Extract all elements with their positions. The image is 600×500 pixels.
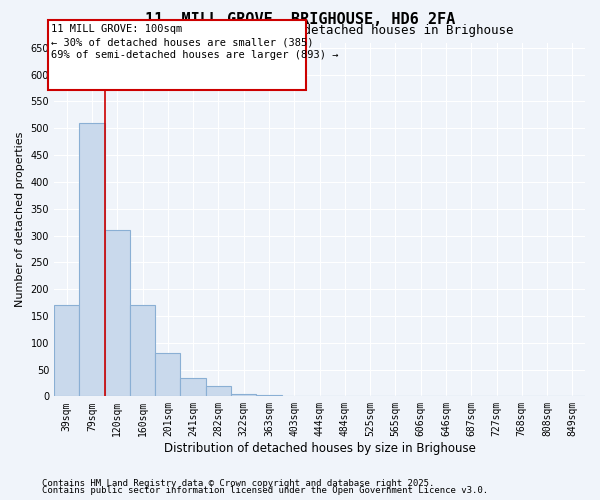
Bar bbox=[54, 305, 79, 396]
Bar bbox=[79, 123, 104, 396]
Bar bbox=[231, 394, 256, 396]
Bar bbox=[155, 354, 181, 397]
Text: 11, MILL GROVE, BRIGHOUSE, HD6 2FA: 11, MILL GROVE, BRIGHOUSE, HD6 2FA bbox=[145, 12, 455, 28]
X-axis label: Distribution of detached houses by size in Brighouse: Distribution of detached houses by size … bbox=[164, 442, 475, 455]
Bar bbox=[130, 305, 155, 396]
Bar bbox=[181, 378, 206, 396]
Text: 11 MILL GROVE: 100sqm
← 30% of detached houses are smaller (385)
69% of semi-det: 11 MILL GROVE: 100sqm ← 30% of detached … bbox=[51, 24, 338, 60]
Y-axis label: Number of detached properties: Number of detached properties bbox=[15, 132, 25, 307]
Text: Contains public sector information licensed under the Open Government Licence v3: Contains public sector information licen… bbox=[42, 486, 488, 495]
Bar bbox=[206, 386, 231, 396]
Text: Contains HM Land Registry data © Crown copyright and database right 2025.: Contains HM Land Registry data © Crown c… bbox=[42, 478, 434, 488]
Text: Size of property relative to detached houses in Brighouse: Size of property relative to detached ho… bbox=[86, 24, 514, 37]
Bar bbox=[104, 230, 130, 396]
